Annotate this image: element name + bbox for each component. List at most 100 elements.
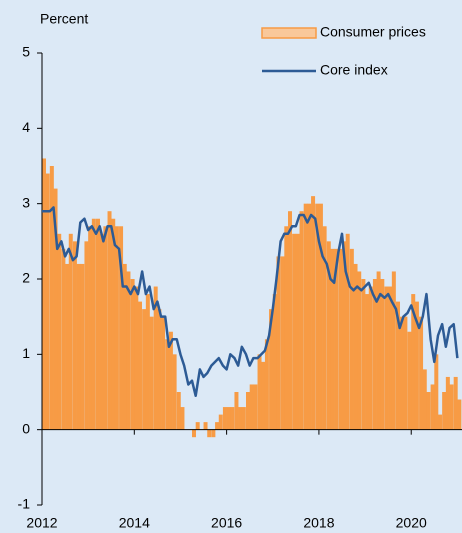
y-tick-label: 1 [22, 345, 30, 361]
line [42, 206, 459, 398]
bar [84, 241, 89, 430]
bar [126, 271, 131, 430]
bar [318, 203, 323, 430]
bar [391, 271, 396, 430]
bar [161, 316, 166, 430]
bar [246, 392, 250, 430]
bar [153, 286, 158, 430]
bar [145, 294, 150, 430]
bar [68, 233, 73, 430]
bar [434, 354, 439, 430]
bar [42, 158, 46, 430]
bar [249, 384, 254, 430]
bar [411, 294, 416, 430]
y-tick-label: 5 [22, 44, 30, 60]
bar [215, 422, 220, 430]
bar [165, 339, 170, 430]
bar [195, 422, 200, 430]
bar [357, 271, 362, 430]
bar [96, 218, 100, 430]
bar [422, 369, 427, 430]
bar [269, 309, 274, 430]
bar [299, 211, 304, 430]
x-tick-label: 2016 [211, 515, 242, 531]
bar [111, 218, 116, 430]
bar [157, 309, 162, 430]
y-tick-label: -1 [18, 496, 31, 512]
legend-swatch [261, 27, 317, 39]
bar [180, 407, 185, 430]
bar [272, 294, 277, 430]
bar [57, 233, 62, 430]
bar [99, 233, 104, 430]
bar [338, 248, 343, 430]
bar [119, 226, 124, 430]
x-tick-label: 2012 [26, 515, 57, 531]
bar [288, 211, 292, 430]
bar [207, 429, 212, 438]
bar [72, 241, 77, 430]
bar [295, 233, 300, 430]
bar [445, 376, 450, 430]
bar [426, 392, 431, 430]
bar [315, 203, 320, 430]
y-tick-label: 0 [22, 420, 30, 436]
bar [396, 301, 400, 430]
bar [65, 263, 70, 430]
bar [322, 226, 327, 430]
bar [345, 233, 350, 430]
bar [407, 331, 412, 430]
bar [365, 294, 370, 430]
bar [380, 279, 385, 430]
bar [122, 263, 127, 430]
bar [330, 248, 335, 430]
legend-label: Consumer prices [320, 24, 426, 40]
bar [234, 392, 239, 430]
bar [353, 263, 358, 430]
bar [176, 392, 181, 430]
bar [107, 211, 112, 430]
bar [253, 384, 258, 430]
bar [76, 263, 81, 430]
bar [449, 384, 454, 430]
bar [284, 226, 289, 430]
bar [307, 203, 312, 430]
bar [361, 279, 366, 430]
bar [414, 301, 419, 430]
bar [368, 286, 373, 430]
bar [142, 309, 147, 430]
bar [264, 339, 269, 430]
y-tick-label: 2 [22, 270, 30, 286]
bar [103, 226, 108, 430]
bar [80, 263, 85, 430]
x-tick-label: 2020 [396, 515, 427, 531]
bar [226, 407, 231, 430]
bar [222, 407, 227, 430]
bar [241, 407, 246, 430]
bar [49, 166, 54, 430]
bar [326, 241, 331, 430]
bar [276, 256, 281, 430]
bar [45, 173, 50, 430]
bar [419, 316, 424, 430]
bar [88, 226, 93, 430]
bar [257, 354, 262, 430]
bar [53, 188, 58, 430]
bar [172, 354, 177, 430]
bar [149, 316, 154, 430]
bar [130, 279, 135, 430]
bar [453, 376, 458, 430]
bar [292, 233, 297, 430]
bar [388, 286, 393, 430]
bar [134, 286, 139, 430]
bar [403, 316, 408, 430]
bar [203, 422, 208, 430]
bar [211, 429, 216, 438]
bar [430, 384, 435, 430]
x-tick-label: 2014 [119, 515, 150, 531]
bar [261, 361, 266, 430]
bar [334, 248, 339, 430]
bar [114, 226, 119, 430]
bar [372, 279, 377, 430]
bar [311, 196, 316, 430]
